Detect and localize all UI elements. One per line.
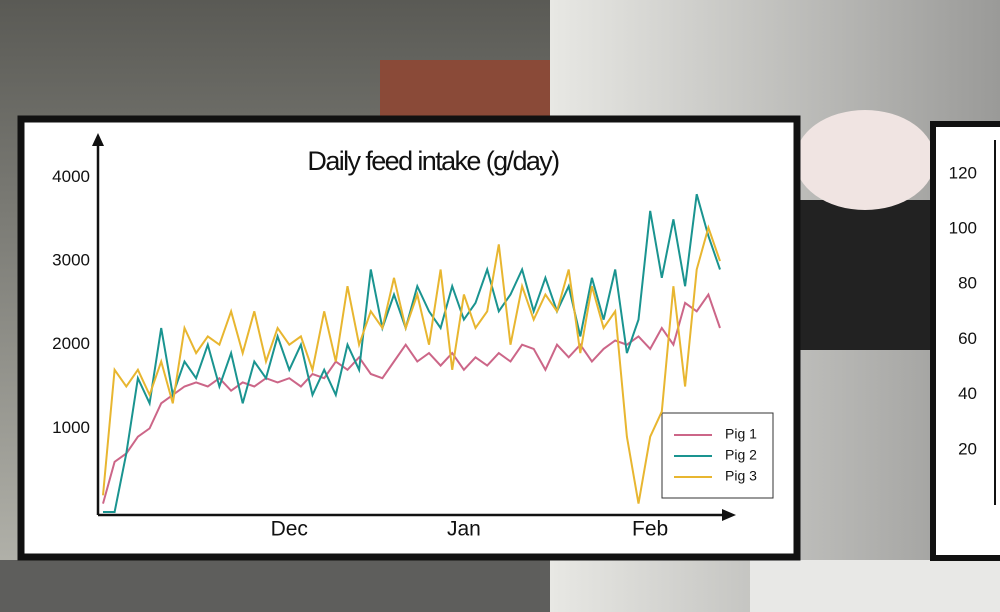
chart-frame-2	[930, 121, 1000, 561]
y-tick-label: 4000	[52, 167, 90, 186]
floor-right	[750, 560, 1000, 612]
y-tick-label: 60	[958, 329, 977, 348]
y-tick-label: 120	[949, 163, 977, 182]
y-tick-label: 100	[949, 218, 977, 237]
legend-label: Pig 3	[725, 468, 757, 484]
series-line	[103, 193, 721, 513]
y-tick-label: 3000	[52, 251, 90, 270]
x-tick-label: Dec	[271, 518, 308, 541]
legend-label: Pig 1	[725, 426, 757, 442]
brick-wall	[380, 60, 550, 120]
x-axis-arrow	[722, 509, 736, 521]
pen	[800, 200, 930, 350]
x-tick-label: Jan	[447, 518, 481, 541]
series-line	[102, 224, 721, 504]
y-axis-arrow	[92, 133, 104, 146]
y-tick-label: 1000	[52, 418, 90, 437]
x-tick-label: Feb	[632, 518, 668, 541]
y-tick-label: 20	[958, 439, 977, 458]
pig-photo	[795, 110, 935, 210]
y-tick-label: 2000	[52, 334, 90, 353]
y-tick-label: 80	[958, 274, 977, 293]
legend-label: Pig 2	[725, 447, 757, 463]
y-tick-label: 40	[958, 384, 977, 403]
chart-title: Daily feed intake (g/day)	[307, 146, 559, 176]
